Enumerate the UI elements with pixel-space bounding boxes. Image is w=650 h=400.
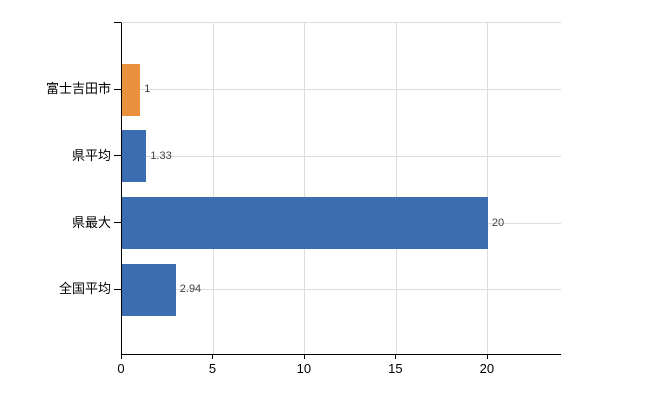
bar-value-label: 1 — [144, 83, 151, 96]
h-gridline — [122, 89, 561, 91]
bar-value-label: 2.94 — [179, 283, 202, 296]
x-axis-tick — [486, 354, 488, 359]
x-axis-tick — [303, 354, 305, 359]
v-gridline — [395, 23, 397, 354]
bar — [122, 263, 176, 316]
bar — [122, 130, 147, 183]
y-axis-tick — [114, 222, 121, 223]
v-gridline — [487, 23, 489, 354]
x-tick-label: 15 — [388, 361, 403, 376]
h-gridline — [122, 289, 561, 291]
x-tick-label: 0 — [117, 361, 125, 376]
y-axis-end-tick — [114, 22, 121, 23]
y-axis-tick — [114, 88, 121, 90]
x-axis-tick — [212, 354, 214, 359]
x-axis-tick — [395, 354, 397, 359]
category-label: 県平均 — [71, 147, 111, 163]
category-label: 全国平均 — [58, 281, 111, 297]
category-label: 県最大 — [71, 214, 111, 230]
bar-value-label: 1.33 — [150, 149, 172, 162]
bar-value-label: 20 — [491, 216, 505, 229]
x-tick-label: 10 — [296, 361, 312, 376]
y-axis-tick — [114, 288, 121, 290]
x-tick-label: 20 — [479, 361, 495, 376]
x-tick-label: 5 — [208, 361, 217, 376]
v-gridline — [212, 23, 214, 354]
x-axis-tick — [121, 354, 122, 359]
bar — [122, 197, 488, 249]
y-axis-tick — [114, 155, 121, 157]
v-gridline — [304, 23, 306, 354]
plot-area: 1 1.33 20 2.94 — [121, 22, 561, 355]
category-label: 富士吉田市 — [45, 81, 111, 97]
h-gridline — [122, 155, 561, 157]
bar — [122, 63, 141, 116]
